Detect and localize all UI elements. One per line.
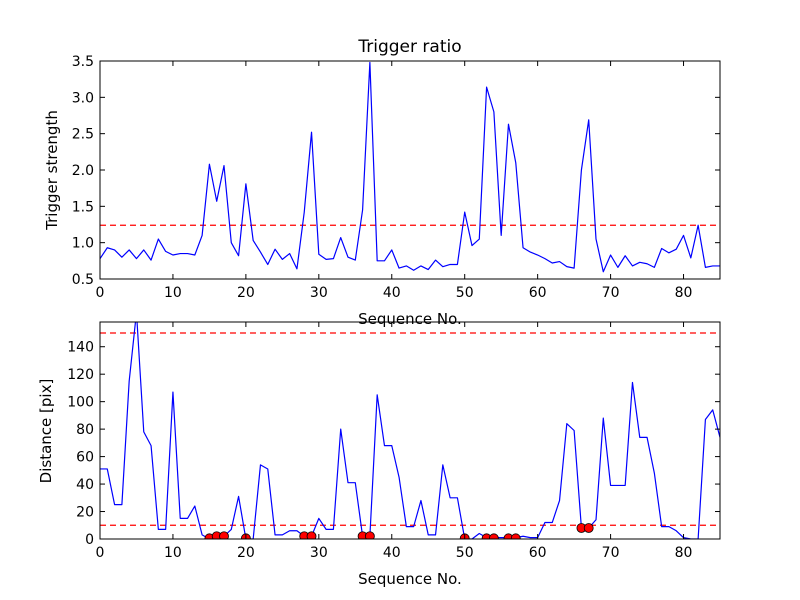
top-y-tick-label: 3.0: [72, 90, 94, 106]
bottom-x-tick-label: 50: [456, 545, 474, 561]
bottom-x-tick-label: 10: [164, 545, 182, 561]
bottom-y-tick-label: 100: [67, 395, 94, 411]
top-y-tick-label: 2.5: [72, 127, 94, 143]
top-x-tick-label: 0: [96, 285, 105, 301]
top-x-tick-label: 50: [456, 285, 474, 301]
top-chart-title: Trigger ratio: [357, 37, 461, 57]
bottom-marker-point: [306, 531, 317, 539]
top-x-tick-label: 30: [310, 285, 328, 301]
top-y-tick-label: 0.5: [72, 272, 94, 288]
bottom-series-line: [100, 322, 720, 539]
top-x-axis-label: Sequence No.: [358, 310, 462, 328]
top-y-tick-label: 2.0: [72, 163, 94, 179]
bottom-ticks: 0 10 20 30 40 50 60 70 80 0 20 40 60 80 100 120 140: [67, 322, 720, 561]
bottom-marker-point: [364, 531, 375, 539]
bottom-y-tick-label: 40: [76, 477, 94, 493]
bottom-x-tick-label: 70: [602, 545, 620, 561]
top-x-tick-label: 10: [164, 285, 182, 301]
bottom-axes-frame: [99, 321, 721, 540]
bottom-x-tick-label: 40: [383, 545, 401, 561]
top-x-tick-label: 40: [383, 285, 401, 301]
bottom-y-tick-label: 120: [67, 367, 94, 383]
bottom-x-tick-label: 80: [675, 545, 693, 561]
bottom-y-tick-label: 0: [85, 532, 94, 548]
bottom-x-tick-label: 60: [529, 545, 547, 561]
top-plot-area: [100, 61, 720, 273]
bottom-subplot: 0 10 20 30 40 50 60 70 80 0 20 40 60 80 100 120 140 Sequ…: [37, 321, 721, 588]
bottom-y-axis-label: Distance [pix]: [37, 379, 55, 484]
top-y-tick-label: 1.0: [72, 236, 94, 252]
top-y-axis-label: Trigger strength: [43, 110, 61, 231]
top-y-tick-label: 1.5: [72, 199, 94, 215]
bottom-y-tick-label: 20: [76, 505, 94, 521]
top-x-tick-label: 80: [675, 285, 693, 301]
bottom-y-tick-label: 80: [76, 422, 94, 438]
bottom-y-tick-label: 140: [67, 340, 94, 356]
bottom-y-tick-label: 60: [76, 450, 94, 466]
top-y-tick-label: 3.5: [72, 54, 94, 70]
bottom-marker-point: [583, 523, 594, 533]
top-subplot: Trigger ratio 0 10 20 30 40 50 60 70 80 0.5 1.0 1.5…: [43, 37, 721, 328]
bottom-marker-point: [488, 533, 499, 539]
top-ticks: 0 10 20 30 40 50 60 70 80 0.5 1.0 1.5 2.0 2.5 3.0 3.5: [72, 54, 720, 301]
bottom-marker-point: [510, 533, 521, 539]
bottom-plot-area: [100, 322, 720, 539]
bottom-marker-point: [219, 531, 229, 539]
bottom-x-tick-label: 0: [96, 545, 105, 561]
top-x-tick-label: 70: [602, 285, 620, 301]
top-x-tick-label: 20: [237, 285, 255, 301]
bottom-x-tick-label: 20: [237, 545, 255, 561]
bottom-x-axis-label: Sequence No.: [358, 570, 462, 588]
top-x-tick-label: 60: [529, 285, 547, 301]
top-series-line: [100, 61, 720, 273]
bottom-x-tick-label: 30: [310, 545, 328, 561]
